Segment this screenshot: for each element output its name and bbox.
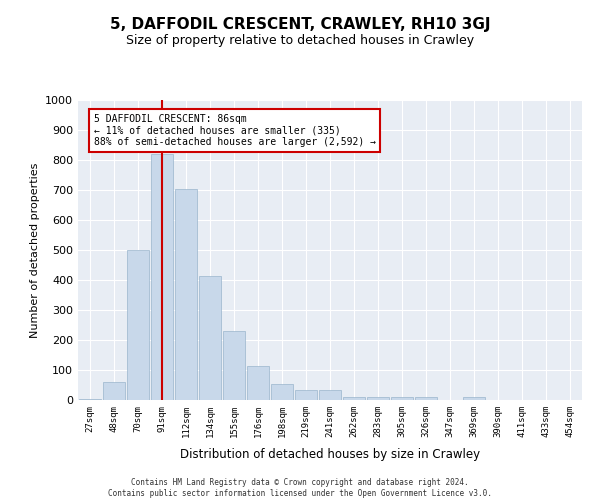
Bar xyxy=(463,397,485,400)
Text: 5 DAFFODIL CRESCENT: 86sqm
← 11% of detached houses are smaller (335)
88% of sem: 5 DAFFODIL CRESCENT: 86sqm ← 11% of deta… xyxy=(94,114,376,146)
Text: 5, DAFFODIL CRESCENT, CRAWLEY, RH10 3GJ: 5, DAFFODIL CRESCENT, CRAWLEY, RH10 3GJ xyxy=(110,18,490,32)
Y-axis label: Number of detached properties: Number of detached properties xyxy=(29,162,40,338)
Bar xyxy=(295,390,317,400)
Bar xyxy=(247,366,269,400)
X-axis label: Distribution of detached houses by size in Crawley: Distribution of detached houses by size … xyxy=(180,448,480,461)
Text: Size of property relative to detached houses in Crawley: Size of property relative to detached ho… xyxy=(126,34,474,47)
Bar xyxy=(415,397,437,400)
Bar xyxy=(199,276,221,400)
Text: Contains HM Land Registry data © Crown copyright and database right 2024.
Contai: Contains HM Land Registry data © Crown c… xyxy=(108,478,492,498)
Bar xyxy=(103,382,125,400)
Bar xyxy=(127,250,149,400)
Bar xyxy=(223,331,245,400)
Bar xyxy=(319,390,341,400)
Bar xyxy=(79,398,101,400)
Bar xyxy=(175,188,197,400)
Bar xyxy=(391,397,413,400)
Bar xyxy=(343,397,365,400)
Bar xyxy=(151,154,173,400)
Bar xyxy=(367,397,389,400)
Bar xyxy=(271,384,293,400)
